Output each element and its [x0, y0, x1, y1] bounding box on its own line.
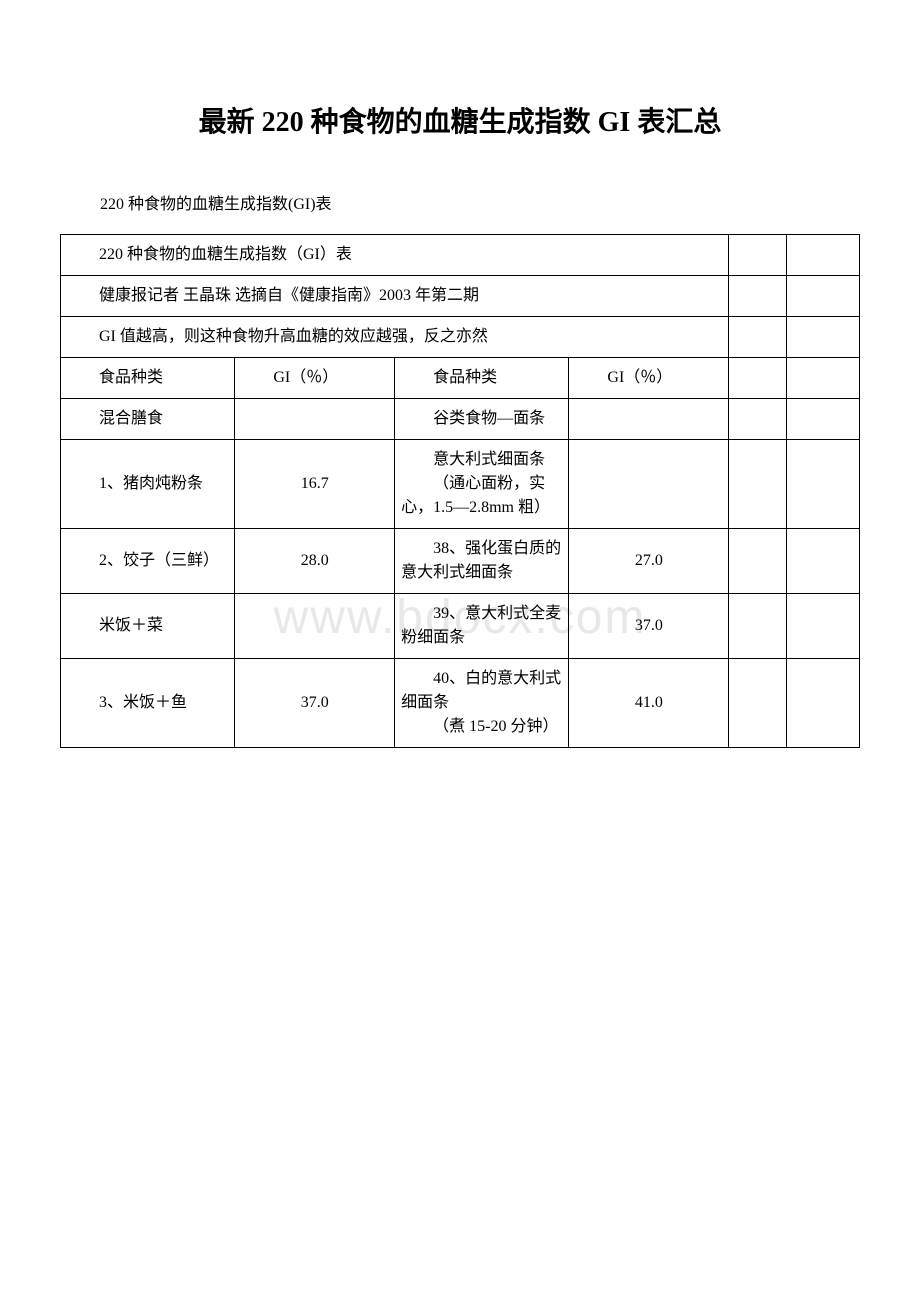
- gi-value: 37.0: [235, 659, 395, 748]
- table-row: 220 种食物的血糖生成指数（GI）表: [61, 235, 860, 276]
- empty-cell: [729, 440, 787, 529]
- gi-table: 220 种食物的血糖生成指数（GI）表 健康报记者 王晶珠 选摘自《健康指南》2…: [60, 234, 860, 748]
- table-row: 食品种类 GI（％） 食品种类 GI（％）: [61, 358, 860, 399]
- gi-value: 37.0: [569, 594, 729, 659]
- empty-cell: [729, 358, 787, 399]
- food-item: 2、饺子（三鲜）: [61, 529, 235, 594]
- column-header: GI（％）: [235, 358, 395, 399]
- gi-value: [569, 440, 729, 529]
- empty-cell: [787, 659, 860, 748]
- empty-cell: [787, 440, 860, 529]
- column-header: 食品种类: [61, 358, 235, 399]
- column-header: GI（％）: [569, 358, 729, 399]
- empty-cell: [787, 529, 860, 594]
- empty-cell: [729, 276, 787, 317]
- food-category: 谷类食物—面条: [395, 399, 569, 440]
- table-row: 健康报记者 王晶珠 选摘自《健康指南》2003 年第二期: [61, 276, 860, 317]
- gi-value: 28.0: [235, 529, 395, 594]
- empty-cell: [729, 235, 787, 276]
- gi-value: 16.7: [235, 440, 395, 529]
- empty-cell: [729, 529, 787, 594]
- food-category: 混合膳食: [61, 399, 235, 440]
- empty-cell: [729, 659, 787, 748]
- empty-cell: [787, 235, 860, 276]
- empty-cell: [729, 594, 787, 659]
- food-item: 38、强化蛋白质的意大利式细面条: [395, 529, 569, 594]
- table-row: 1、猪肉炖粉条 16.7 意大利式细面条 （通心面粉，实心，1.5—2.8mm …: [61, 440, 860, 529]
- gi-value: [235, 594, 395, 659]
- table-row: 米饭＋菜 39、意大利式全麦粉细面条 37.0: [61, 594, 860, 659]
- empty-cell: [787, 317, 860, 358]
- page-title: 最新 220 种食物的血糖生成指数 GI 表汇总: [60, 100, 860, 140]
- empty-cell: [787, 276, 860, 317]
- food-item: 39、意大利式全麦粉细面条: [395, 594, 569, 659]
- empty-cell: [729, 399, 787, 440]
- gi-value: [235, 399, 395, 440]
- table-row: GI 值越高，则这种食物升高血糖的效应越强，反之亦然: [61, 317, 860, 358]
- empty-cell: [729, 317, 787, 358]
- gi-value: 27.0: [569, 529, 729, 594]
- food-item: 3、米饭＋鱼: [61, 659, 235, 748]
- gi-value: [569, 399, 729, 440]
- subtitle-text: 220 种食物的血糖生成指数(GI)表: [100, 190, 860, 214]
- table-header-1: 220 种食物的血糖生成指数（GI）表: [61, 235, 729, 276]
- table-header-2: 健康报记者 王晶珠 选摘自《健康指南》2003 年第二期: [61, 276, 729, 317]
- empty-cell: [787, 358, 860, 399]
- table-row: 混合膳食 谷类食物—面条: [61, 399, 860, 440]
- column-header: 食品种类: [395, 358, 569, 399]
- empty-cell: [787, 594, 860, 659]
- table-header-3: GI 值越高，则这种食物升高血糖的效应越强，反之亦然: [61, 317, 729, 358]
- empty-cell: [787, 399, 860, 440]
- food-item: 米饭＋菜: [61, 594, 235, 659]
- gi-value: 41.0: [569, 659, 729, 748]
- food-item: 40、白的意大利式细面条 （煮 15-20 分钟）: [395, 659, 569, 748]
- table-row: 3、米饭＋鱼 37.0 40、白的意大利式细面条 （煮 15-20 分钟） 41…: [61, 659, 860, 748]
- table-row: 2、饺子（三鲜） 28.0 38、强化蛋白质的意大利式细面条 27.0: [61, 529, 860, 594]
- food-item: 1、猪肉炖粉条: [61, 440, 235, 529]
- food-item: 意大利式细面条 （通心面粉，实心，1.5—2.8mm 粗）: [395, 440, 569, 529]
